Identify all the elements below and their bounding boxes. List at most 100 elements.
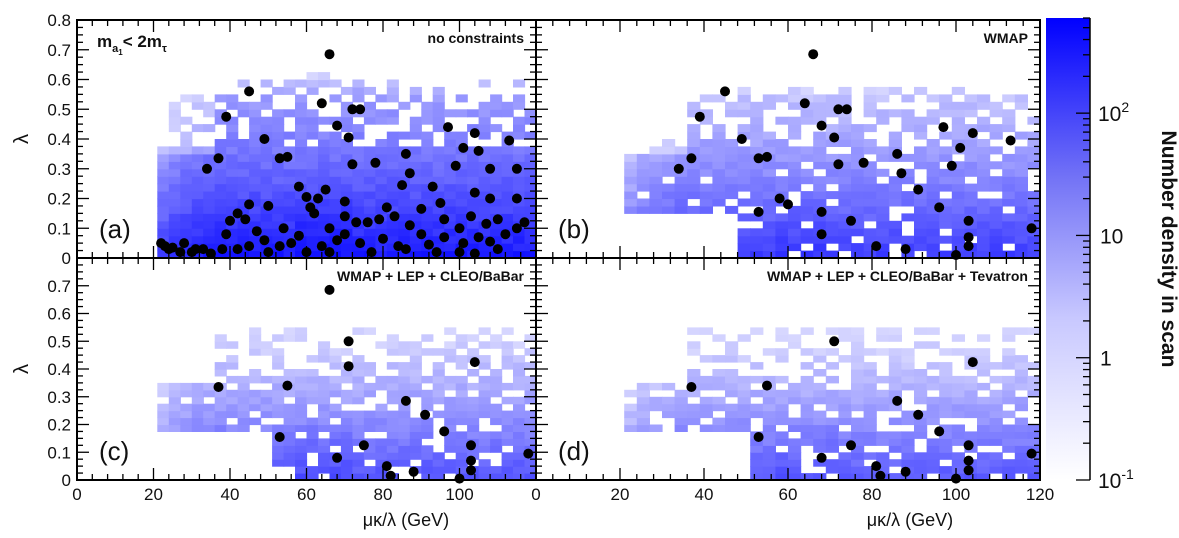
heatmap-cell (762, 101, 776, 110)
heatmap-cell (838, 213, 852, 222)
heatmap-cell (409, 375, 422, 384)
data-point-a (355, 104, 366, 115)
heatmap-cell (825, 220, 839, 229)
heatmap-cell (750, 161, 764, 170)
heatmap-cell (699, 153, 713, 162)
heatmap-cell (775, 243, 789, 252)
heatmap-cell (260, 124, 273, 133)
heatmap-cell (524, 205, 537, 214)
heatmap-cell (203, 146, 216, 155)
heatmap-cell (455, 375, 468, 384)
data-point-a (431, 247, 442, 258)
heatmap-cell (977, 153, 991, 162)
heatmap-cell (876, 205, 890, 214)
data-point-a (504, 135, 515, 146)
x-tick-label: 100 (942, 485, 970, 504)
heatmap-cell (888, 403, 902, 412)
heatmap-cell (318, 116, 331, 125)
heatmap-cell (478, 161, 491, 170)
heatmap-cell (964, 124, 978, 133)
heatmap-cell (260, 220, 273, 229)
heatmap-cell (964, 161, 978, 170)
heatmap-cell (788, 473, 802, 481)
heatmap-cell (1014, 362, 1028, 370)
heatmap-cell (1002, 389, 1016, 398)
heatmap-cell (926, 410, 940, 419)
heatmap-cell (340, 438, 353, 446)
heatmap-cell (964, 205, 978, 214)
heatmap-cell (825, 459, 839, 467)
heatmap-cell (490, 403, 503, 412)
heatmap-cell (649, 183, 663, 192)
heatmap-cell (926, 445, 940, 453)
heatmap-cell (699, 116, 713, 125)
heatmap-cell (467, 473, 480, 481)
heatmap-cell (901, 168, 915, 177)
heatmap-cell (636, 198, 650, 207)
heatmap-cell (662, 403, 676, 412)
heatmap-cell (340, 417, 353, 426)
heatmap-cell (306, 389, 319, 398)
heatmap-cell (775, 213, 789, 222)
heatmap-cell (444, 355, 457, 363)
data-point-a (332, 120, 343, 131)
heatmap-cell (863, 438, 877, 446)
heatmap-cell (260, 424, 273, 432)
data-point-a (347, 104, 358, 115)
heatmap-cell (375, 382, 388, 391)
heatmap-cell (306, 438, 319, 446)
heatmap-cell (340, 109, 353, 118)
heatmap-cell (699, 146, 713, 155)
heatmap-cell (662, 396, 676, 405)
heatmap-cell (490, 183, 503, 192)
heatmap-cell (762, 250, 776, 259)
heatmap-cell (674, 153, 688, 162)
heatmap-cell (455, 410, 468, 419)
heatmap-cell (989, 109, 1003, 118)
heatmap-cell (876, 243, 890, 252)
heatmap-cell (964, 101, 978, 110)
heatmap-cell (191, 424, 204, 432)
heatmap-cell (203, 235, 216, 244)
heatmap-cell (363, 410, 376, 419)
heatmap-cell (432, 109, 445, 118)
heatmap-cell (409, 205, 422, 214)
heatmap-cell (725, 403, 739, 412)
heatmap-cell (951, 191, 965, 200)
colorbar-tick-label: 10-1 (1098, 466, 1134, 493)
heatmap-cell (490, 375, 503, 384)
heatmap-cell (237, 168, 250, 177)
heatmap-cell (513, 375, 526, 384)
heatmap-cell (901, 94, 915, 103)
heatmap-cell (226, 375, 239, 384)
heatmap-cell (825, 228, 839, 237)
heatmap-cell (624, 198, 638, 207)
heatmap-cell (467, 220, 480, 229)
y-tick-label: 0.1 (47, 219, 71, 238)
heatmap-cell (775, 176, 789, 185)
data-point-a (244, 199, 255, 210)
heatmap-cell (295, 94, 308, 103)
heatmap-cell (750, 101, 764, 110)
heatmap-cell (409, 235, 422, 244)
x-axis-label: μκ/λ (GeV) (363, 510, 449, 530)
heatmap-cell (964, 94, 978, 103)
heatmap-cell (501, 438, 514, 446)
heatmap-cell (318, 375, 331, 384)
heatmap-cell (352, 417, 365, 426)
heatmap-cell (329, 220, 342, 229)
heatmap-cell (318, 198, 331, 207)
heatmap-cell (712, 382, 726, 391)
heatmap-cell (444, 403, 457, 412)
heatmap-cell (398, 191, 411, 200)
heatmap-cell (501, 213, 514, 222)
heatmap-cell (444, 131, 457, 140)
heatmap-cell (386, 334, 399, 342)
heatmap-cell (851, 445, 865, 453)
heatmap-cell (939, 348, 953, 356)
heatmap-cell (914, 369, 928, 377)
heatmap-cell (687, 183, 701, 192)
heatmap-cell (888, 473, 902, 481)
heatmap-cell (901, 375, 915, 384)
heatmap-cell (180, 403, 193, 412)
